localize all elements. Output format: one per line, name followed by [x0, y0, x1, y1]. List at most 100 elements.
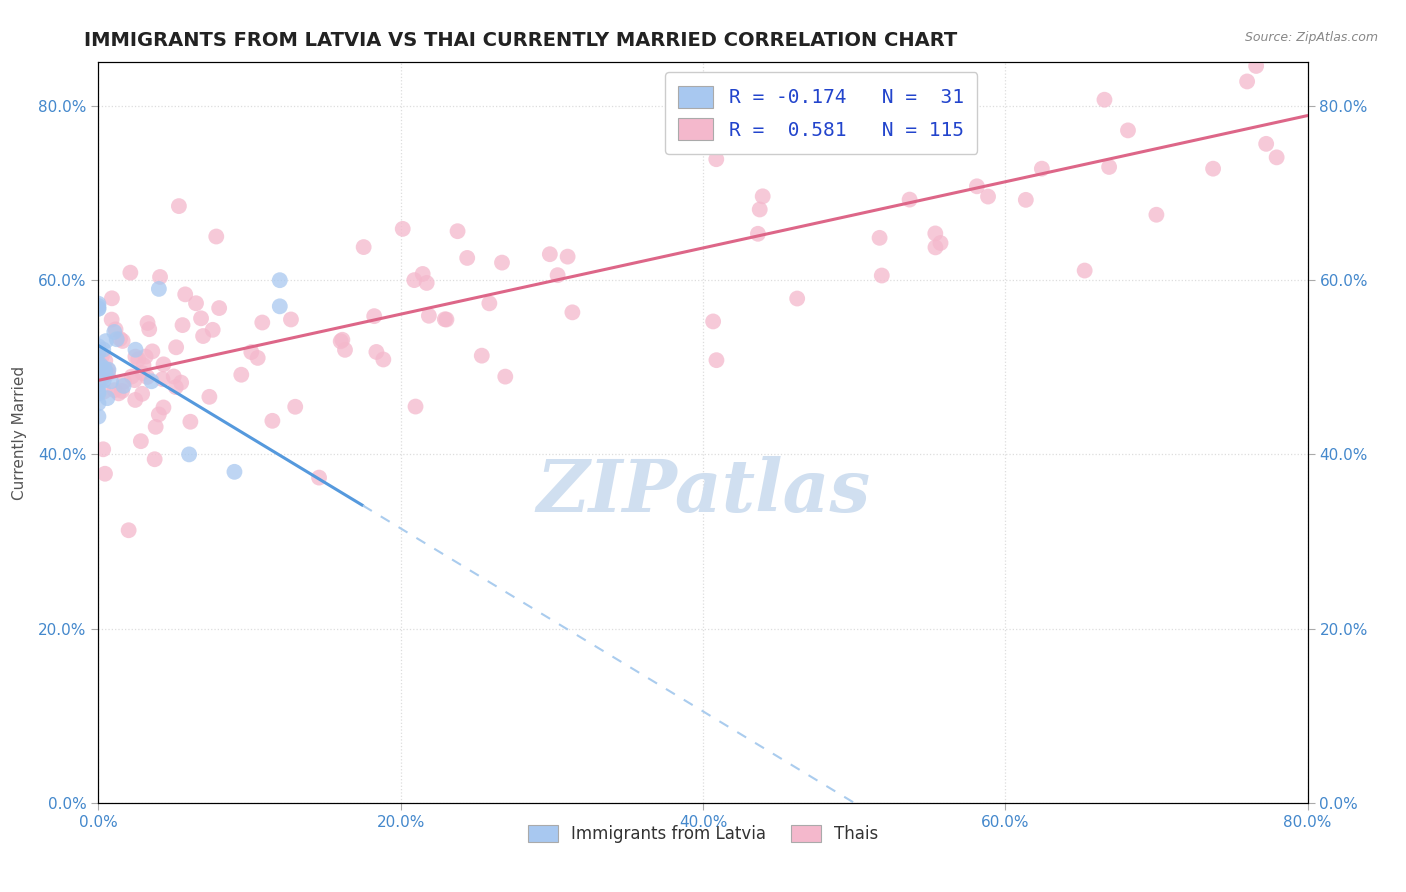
- Point: [747, 227, 769, 241]
- Point: [280, 312, 302, 326]
- Point: [145, 420, 167, 434]
- Point: [148, 282, 170, 296]
- Point: [121, 369, 143, 384]
- Point: [1094, 93, 1116, 107]
- Point: [87, 409, 110, 424]
- Point: [538, 247, 561, 261]
- Point: [246, 351, 269, 365]
- Point: [94, 334, 117, 348]
- Point: [87, 299, 110, 313]
- Point: [269, 299, 291, 313]
- Point: [224, 465, 246, 479]
- Point: [167, 199, 190, 213]
- Point: [91, 371, 114, 385]
- Point: [163, 369, 186, 384]
- Point: [201, 323, 224, 337]
- Point: [138, 322, 160, 336]
- Point: [136, 370, 159, 384]
- Point: [94, 467, 117, 481]
- Text: ZIPatlas: ZIPatlas: [536, 457, 870, 527]
- Point: [1116, 123, 1139, 137]
- Point: [120, 266, 142, 280]
- Point: [94, 353, 117, 368]
- Point: [112, 379, 135, 393]
- Point: [366, 345, 388, 359]
- Point: [172, 318, 194, 332]
- Point: [111, 384, 134, 398]
- Point: [97, 362, 120, 376]
- Point: [131, 386, 153, 401]
- Point: [87, 345, 110, 359]
- Point: [1015, 193, 1038, 207]
- Point: [132, 359, 155, 373]
- Point: [104, 322, 127, 336]
- Point: [557, 250, 579, 264]
- Point: [702, 314, 724, 328]
- Point: [353, 240, 375, 254]
- Point: [190, 311, 212, 326]
- Point: [262, 414, 284, 428]
- Point: [105, 332, 128, 346]
- Point: [456, 251, 478, 265]
- Point: [1265, 150, 1288, 164]
- Point: [149, 270, 172, 285]
- Point: [1073, 263, 1095, 277]
- Point: [96, 391, 118, 405]
- Point: [412, 267, 434, 281]
- Point: [124, 343, 146, 357]
- Point: [179, 415, 201, 429]
- Point: [148, 408, 170, 422]
- Point: [373, 352, 395, 367]
- Point: [491, 255, 513, 269]
- Point: [97, 367, 120, 381]
- Point: [97, 363, 120, 377]
- Point: [87, 339, 110, 353]
- Point: [924, 227, 946, 241]
- Point: [100, 374, 122, 388]
- Point: [786, 292, 808, 306]
- Point: [704, 152, 727, 166]
- Point: [870, 268, 893, 283]
- Point: [152, 401, 174, 415]
- Point: [208, 301, 231, 315]
- Point: [1244, 59, 1267, 73]
- Point: [1256, 136, 1278, 151]
- Point: [93, 361, 115, 376]
- Text: IMMIGRANTS FROM LATVIA VS THAI CURRENTLY MARRIED CORRELATION CHART: IMMIGRANTS FROM LATVIA VS THAI CURRENTLY…: [84, 31, 957, 50]
- Point: [561, 305, 583, 319]
- Point: [89, 358, 111, 372]
- Point: [141, 344, 163, 359]
- Point: [966, 179, 988, 194]
- Point: [191, 329, 214, 343]
- Point: [198, 390, 221, 404]
- Point: [1098, 160, 1121, 174]
- Point: [165, 380, 187, 394]
- Point: [436, 312, 458, 326]
- Point: [252, 316, 274, 330]
- Point: [100, 312, 122, 326]
- Point: [87, 377, 110, 392]
- Point: [124, 392, 146, 407]
- Point: [87, 358, 110, 372]
- Point: [87, 384, 110, 399]
- Point: [93, 384, 115, 399]
- Point: [170, 376, 193, 390]
- Point: [977, 189, 1000, 203]
- Point: [174, 287, 197, 301]
- Point: [751, 189, 773, 203]
- Point: [269, 273, 291, 287]
- Point: [1031, 161, 1053, 176]
- Point: [135, 350, 157, 364]
- Point: [91, 343, 114, 357]
- Point: [87, 296, 110, 310]
- Point: [494, 369, 516, 384]
- Point: [143, 452, 166, 467]
- Point: [706, 353, 728, 368]
- Point: [478, 296, 501, 310]
- Point: [87, 396, 110, 410]
- Point: [112, 375, 135, 389]
- Point: [404, 273, 426, 287]
- Point: [179, 447, 201, 461]
- Point: [136, 316, 159, 330]
- Legend: Immigrants from Latvia, Thais: Immigrants from Latvia, Thais: [520, 819, 886, 850]
